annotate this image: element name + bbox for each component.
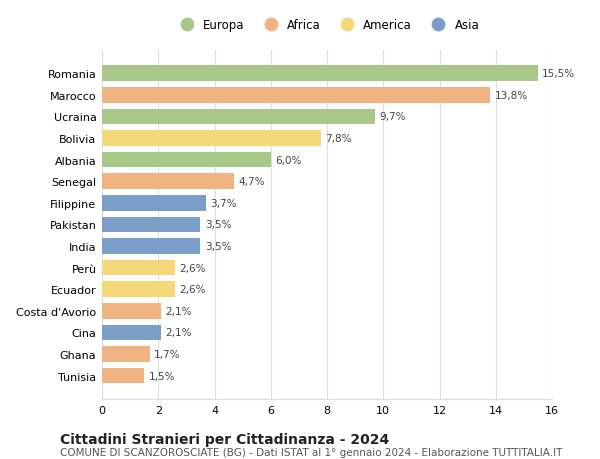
Bar [102, 152, 271, 168]
Text: 2,6%: 2,6% [179, 285, 206, 295]
Bar [102, 325, 161, 341]
Bar [102, 131, 322, 146]
Bar [102, 67, 538, 82]
Bar [102, 109, 375, 125]
Text: 15,5%: 15,5% [542, 69, 575, 79]
Bar [102, 88, 490, 103]
Bar [102, 174, 234, 190]
Legend: Europa, Africa, America, Asia: Europa, Africa, America, Asia [170, 15, 484, 37]
Bar [102, 239, 200, 254]
Bar [102, 260, 175, 276]
Bar [102, 368, 144, 383]
Text: 7,8%: 7,8% [326, 134, 352, 144]
Text: 13,8%: 13,8% [494, 91, 527, 101]
Text: COMUNE DI SCANZOROSCIATE (BG) - Dati ISTAT al 1° gennaio 2024 - Elaborazione TUT: COMUNE DI SCANZOROSCIATE (BG) - Dati IST… [60, 448, 562, 458]
Text: 1,5%: 1,5% [148, 371, 175, 381]
Text: 2,1%: 2,1% [165, 328, 192, 338]
Text: 3,5%: 3,5% [205, 241, 231, 252]
Text: 4,7%: 4,7% [238, 177, 265, 187]
Bar [102, 347, 150, 362]
Text: 9,7%: 9,7% [379, 112, 406, 122]
Text: 3,7%: 3,7% [210, 198, 237, 208]
Text: Cittadini Stranieri per Cittadinanza - 2024: Cittadini Stranieri per Cittadinanza - 2… [60, 432, 389, 446]
Bar [102, 303, 161, 319]
Bar [102, 217, 200, 233]
Bar [102, 196, 206, 211]
Text: 2,6%: 2,6% [179, 263, 206, 273]
Text: 1,7%: 1,7% [154, 349, 181, 359]
Text: 6,0%: 6,0% [275, 155, 301, 165]
Text: 2,1%: 2,1% [165, 306, 192, 316]
Text: 3,5%: 3,5% [205, 220, 231, 230]
Bar [102, 282, 175, 297]
